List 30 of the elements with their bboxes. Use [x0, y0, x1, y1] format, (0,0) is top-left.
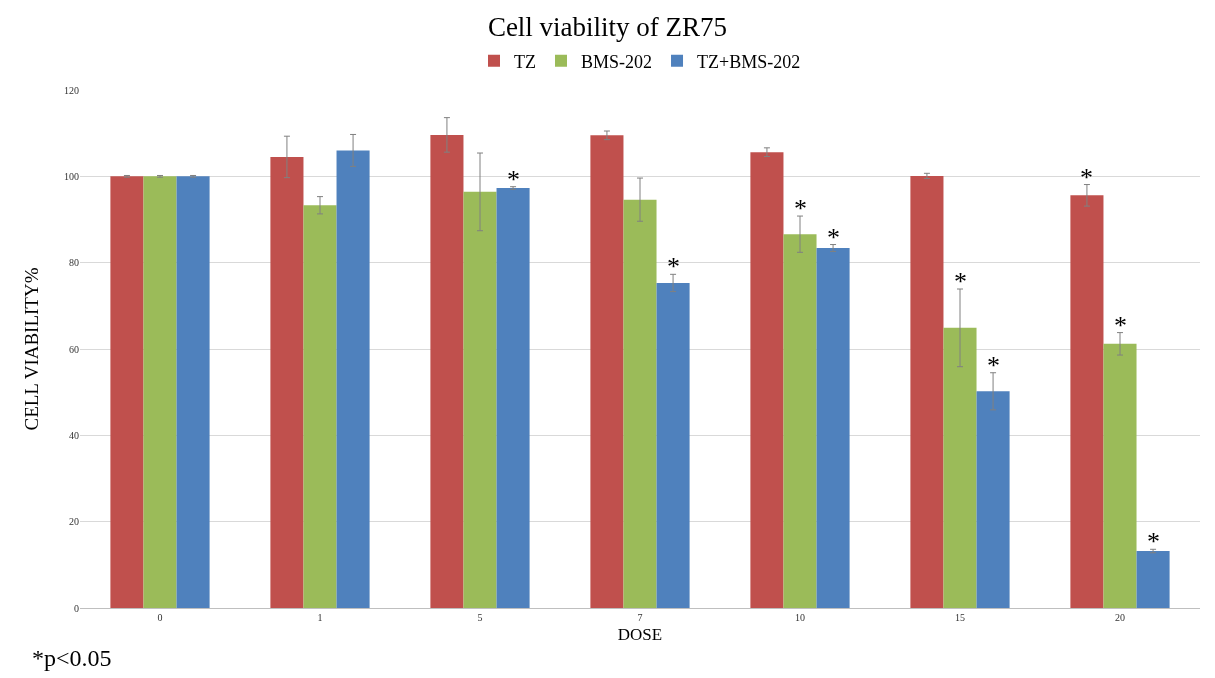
legend-label: TZ: [514, 51, 536, 72]
y-tick-label: 100: [64, 170, 79, 182]
x-tick-label: 10: [795, 612, 805, 623]
y-tick-label: 40: [69, 429, 79, 441]
y-tick-label: 60: [69, 343, 79, 355]
chart-title: Cell viability of ZR75: [487, 11, 728, 42]
x-tick-label: 0: [157, 612, 163, 623]
data-label: *: [794, 194, 807, 223]
y-tick-label: 20: [69, 516, 79, 528]
x-tick-label: 20: [1115, 612, 1125, 623]
x-tick-label: 7: [637, 612, 643, 623]
text: *p<0.05: [32, 645, 112, 671]
data-label: *: [827, 223, 840, 252]
y-tick-label: 0: [74, 602, 79, 614]
data-label: *: [1080, 163, 1093, 192]
y-axis-title: CELL VIABILITY%: [20, 267, 42, 431]
x-tick-label: 1: [317, 612, 323, 623]
x-tick-label: 5: [477, 612, 483, 623]
data-label: *: [1147, 527, 1160, 556]
legend-label: TZ+BMS-202: [697, 51, 801, 72]
x-tick-label: 15: [955, 612, 965, 623]
legend-label: BMS-202: [581, 51, 653, 72]
x-axis-title: DOSE: [617, 625, 663, 645]
data-label: *: [507, 165, 520, 194]
data-label: *: [1114, 311, 1127, 340]
y-tick-label: 120: [64, 84, 79, 96]
data-label: *: [667, 252, 680, 281]
data-label: *: [987, 351, 1000, 380]
data-label: *: [954, 267, 967, 296]
y-tick-label: 80: [69, 257, 79, 269]
